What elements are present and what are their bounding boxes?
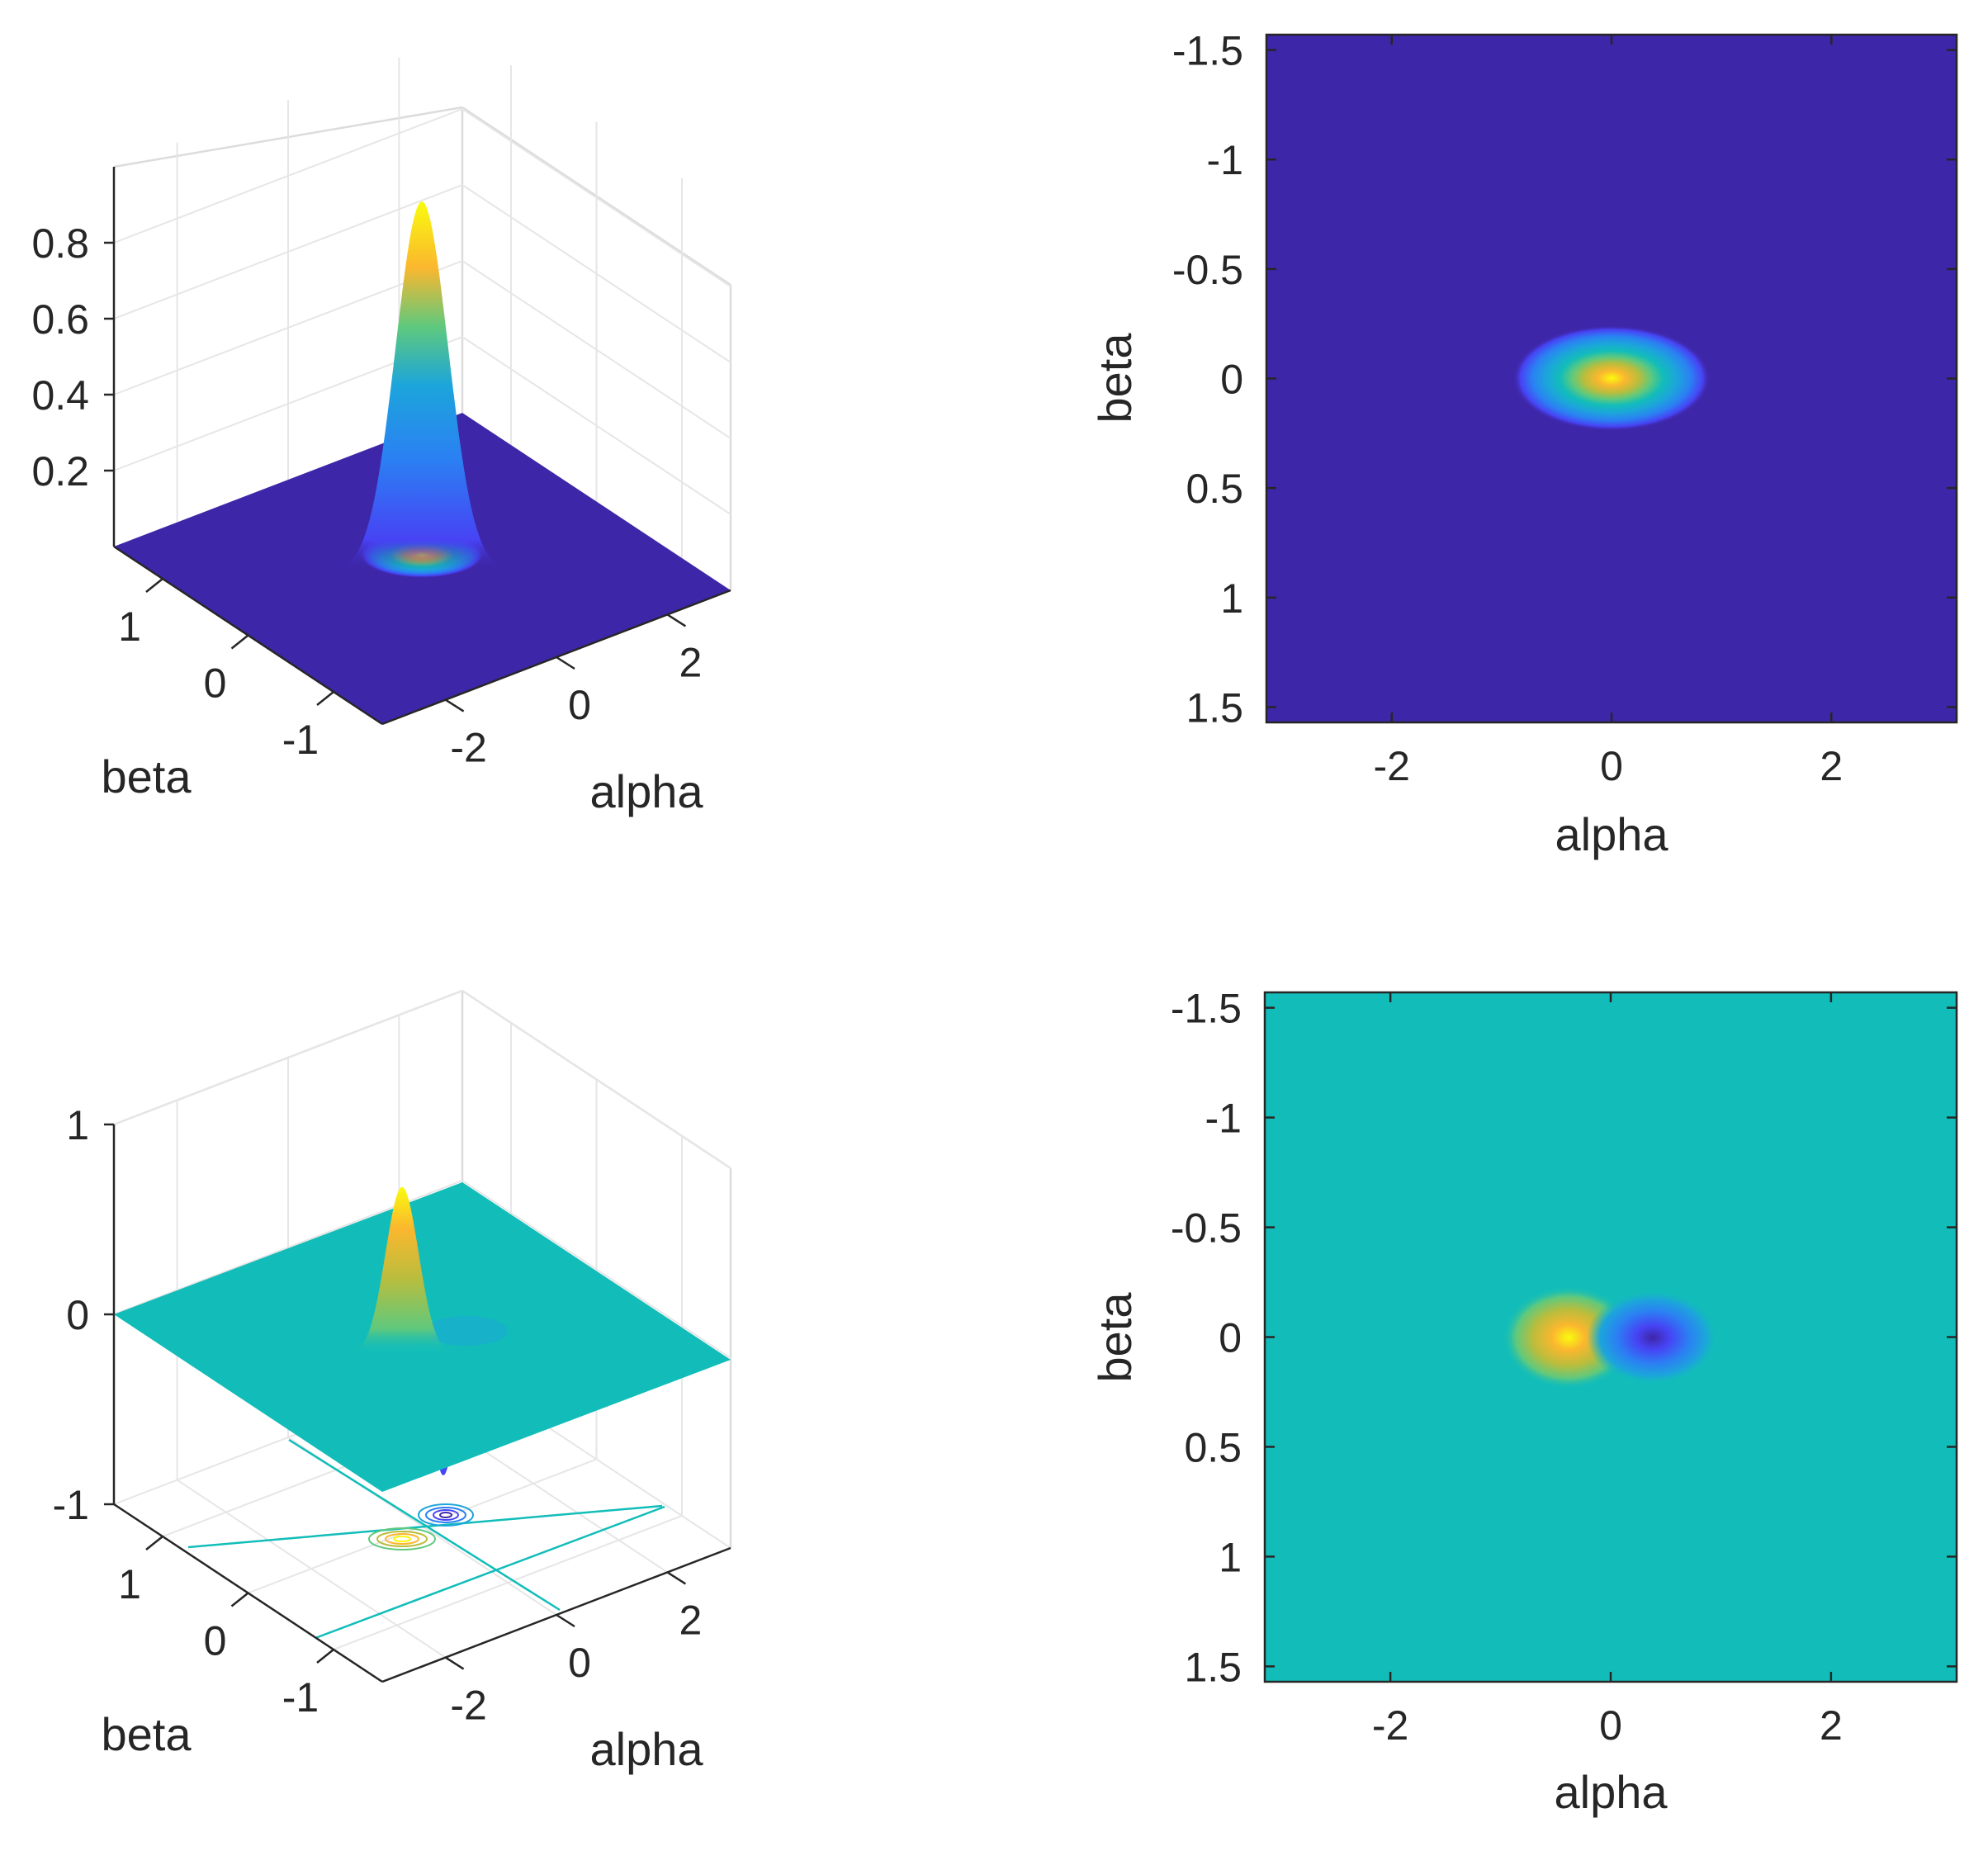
xlabel: alpha: [1555, 808, 1668, 860]
z-grid-line: [113, 1179, 731, 1359]
surface-peak: [343, 201, 500, 570]
x-tick-label: 0: [1599, 1702, 1622, 1749]
x-tick-mark: [666, 613, 687, 627]
x-tick-label: -2: [1374, 743, 1410, 789]
y-tick-label: -1: [1207, 137, 1243, 183]
surface-peak: [353, 1186, 452, 1354]
z-tick-label: 0.2: [31, 448, 89, 495]
x-axis-line: [381, 589, 731, 726]
z-grid-line: [113, 107, 731, 287]
y-tick-label: 1: [1219, 1534, 1242, 1580]
z-tick-label: 0.8: [31, 220, 89, 267]
x-tick-label: 2: [1820, 1702, 1843, 1749]
y-tick-label: 0: [204, 660, 227, 707]
xlabel: alpha: [1554, 1766, 1668, 1818]
heatmap-negative-lobe: [1587, 1290, 1719, 1385]
subplot-heatmap-dipole: -2 0 2 -1.5 -1 -0.5 0 0.5 1 1.5 alpha beta: [1089, 986, 1958, 1818]
y-tick-mark: [316, 690, 334, 706]
z-grid-line: [113, 183, 731, 363]
z-tick-label: 1: [66, 1102, 89, 1148]
axis-ticks: 0.2 0.4 0.6 0.8 -2 0 2 -1 0 1: [31, 220, 731, 771]
y-tick-label: -1.5: [1171, 986, 1242, 1032]
axis-ticks: -2 0 2 -1.5 -1 -0.5 0 0.5 1 1.5: [1171, 986, 1957, 1749]
axis-ticks: -2 0 2 -1.5 -1 -0.5 0 0.5 1 1.5: [1172, 28, 1957, 789]
y-tick-label: 0: [204, 1618, 227, 1664]
x-tick-label: -2: [450, 725, 486, 771]
z-tick-label: -1: [53, 1482, 89, 1528]
y-tick-label: 0.5: [1184, 1424, 1242, 1470]
z-grid-line: [113, 335, 731, 515]
x-tick-label: 2: [1820, 743, 1843, 789]
x-tick-mark: [444, 1656, 465, 1670]
floor-contours-negative: [418, 1503, 474, 1527]
z-tick-label: 0: [66, 1292, 89, 1338]
x-axis-line: [381, 1546, 731, 1683]
surface-trough-rim: [425, 1316, 508, 1346]
y-tick-label: 1.5: [1184, 1644, 1242, 1690]
x-tick-mark: [444, 698, 465, 712]
y-tick-mark: [145, 1536, 163, 1551]
x-tick-mark: [666, 1571, 687, 1585]
xlabel: alpha: [589, 1723, 703, 1775]
z-tick-label: 0.4: [31, 372, 89, 419]
ylabel: beta: [102, 750, 192, 802]
y-tick-label: -1: [282, 1674, 319, 1721]
y-tick-label: -1: [1205, 1096, 1242, 1142]
y-floor-grid-line: [333, 1515, 683, 1650]
x-tick-label: 0: [568, 1640, 591, 1686]
xlabel: alpha: [589, 765, 703, 817]
x-tick-label: 0: [1600, 743, 1623, 789]
subplot-surf-dipole: -1 0 1 -2 0 2 -1 0 1 alpha beta: [53, 989, 732, 1775]
y-tick-label: 1.5: [1186, 684, 1243, 731]
x-tick-mark: [556, 656, 575, 670]
y-tick-label: -1.5: [1172, 28, 1243, 74]
y-tick-label: 1: [118, 604, 141, 650]
x-tick-mark: [556, 1613, 575, 1628]
x-tick-label: 2: [679, 1597, 702, 1643]
ylabel: beta: [1089, 1292, 1141, 1383]
floor-contours-positive: [368, 1527, 436, 1550]
subplot-heatmap-gaussian: -2 0 2 -1.5 -1 -0.5 0 0.5 1 1.5 alpha beta: [1089, 28, 1958, 860]
y-tick-label: -1: [282, 717, 319, 763]
ylabel: beta: [1089, 333, 1141, 424]
x-tick-label: -2: [450, 1683, 486, 1729]
y-tick-mark: [316, 1648, 334, 1664]
y-tick-mark: [145, 578, 163, 594]
y-tick-label: -0.5: [1172, 247, 1243, 293]
y-tick-label: 1: [118, 1561, 141, 1607]
floor-contour-lines: [187, 1438, 665, 1640]
z-grid-line: [113, 259, 731, 439]
subplot-surf-gaussian: 0.2 0.4 0.6 0.8 -2 0 2 -1 0 1 alpha beta: [31, 57, 732, 817]
y-tick-mark: [230, 634, 249, 650]
y-tick-label: 0: [1220, 357, 1243, 403]
ylabel: beta: [102, 1708, 192, 1760]
z-tick-label: 0.6: [31, 296, 89, 343]
y-tick-label: 0: [1219, 1315, 1242, 1361]
heatmap-blob: [1512, 325, 1711, 431]
axis-ticks: -1 0 1 -2 0 2 -1 0 1: [53, 1102, 731, 1729]
x-tick-label: 0: [568, 682, 591, 728]
x-tick-label: -2: [1372, 1702, 1408, 1749]
y-axis-line: [113, 545, 383, 726]
z-grid-line: [113, 989, 731, 1169]
x-tick-label: 2: [679, 639, 702, 685]
y-tick-label: 1: [1220, 575, 1243, 622]
y-tick-label: 0.5: [1186, 466, 1243, 512]
y-axis-line: [113, 1503, 383, 1683]
y-tick-label: -0.5: [1171, 1205, 1242, 1252]
y-tick-mark: [230, 1592, 249, 1607]
